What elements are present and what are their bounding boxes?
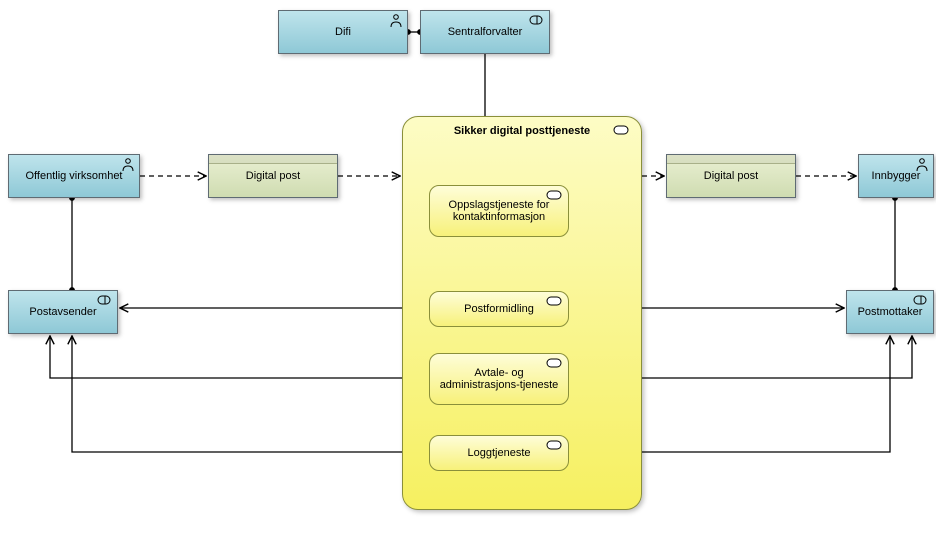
actor-icon (122, 158, 134, 172)
node-loggtjeneste: Loggtjeneste (429, 435, 569, 471)
node-service-container: Sikker digital posttjeneste Oppslagstjen… (402, 116, 642, 510)
node-difi: Difi (278, 10, 408, 54)
node-label: Postformidling (464, 303, 534, 315)
container-title: Sikker digital posttjeneste (403, 125, 641, 137)
node-avtale: Avtale- og administrasjons-tjeneste (429, 353, 569, 405)
node-label: Innbygger (872, 170, 921, 182)
node-postmottaker: Postmottaker (846, 290, 934, 334)
node-postavsender: Postavsender (8, 290, 118, 334)
node-label: Difi (335, 26, 351, 38)
node-label: Oppslagstjeneste for kontaktinformasjon (438, 199, 560, 223)
service-icon (546, 440, 562, 450)
node-digital-post-right: Digital post (666, 154, 796, 198)
service-icon (546, 296, 562, 306)
node-label: Avtale- og administrasjons-tjeneste (438, 367, 560, 391)
node-label: Sentralforvalter (448, 26, 523, 38)
role-icon (97, 295, 111, 305)
actor-icon (390, 14, 402, 28)
actor-icon (916, 158, 928, 172)
service-icon (546, 190, 562, 200)
node-label: Loggtjeneste (468, 447, 531, 459)
role-icon (529, 15, 543, 25)
node-innbygger: Innbygger (858, 154, 934, 198)
node-label: Postavsender (29, 306, 96, 318)
node-offentlig-virksomhet: Offentlig virksomhet (8, 154, 140, 198)
node-label: Digital post (246, 170, 300, 182)
role-icon (913, 295, 927, 305)
node-postformidling: Postformidling (429, 291, 569, 327)
node-digital-post-left: Digital post (208, 154, 338, 198)
diagram-canvas: Difi Sentralforvalter Offentlig virksomh… (0, 0, 936, 547)
service-icon (613, 125, 629, 135)
node-sentralforvalter: Sentralforvalter (420, 10, 550, 54)
node-oppslagstjeneste: Oppslagstjeneste for kontaktinformasjon (429, 185, 569, 237)
node-label: Digital post (704, 170, 758, 182)
service-icon (546, 358, 562, 368)
node-label: Postmottaker (858, 306, 923, 318)
node-label: Offentlig virksomhet (25, 170, 122, 182)
